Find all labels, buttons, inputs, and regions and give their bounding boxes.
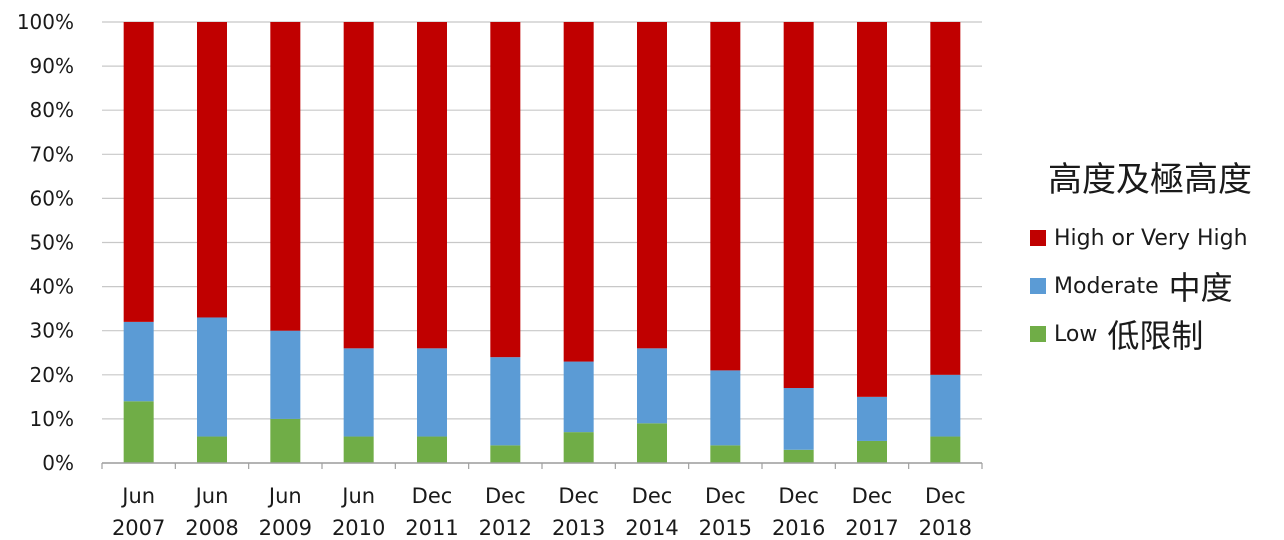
bar-high xyxy=(123,22,154,322)
legend-label-low-zh: 低限制 xyxy=(1107,317,1204,355)
x-tick-label: 2017 xyxy=(845,516,898,540)
stacked-bar-chart: 0% 10% 20% 30% 40% 50% 60% 70% 80% 90% 100% Jun 200… xyxy=(17,10,983,540)
bar-moderate xyxy=(490,357,521,446)
bar-high xyxy=(857,22,887,397)
bar-low xyxy=(270,418,301,463)
x-tick-label: Dec xyxy=(925,484,966,508)
bar-high xyxy=(930,22,961,375)
bar-moderate xyxy=(343,348,374,437)
x-tick-label: Dec xyxy=(852,484,893,508)
x-tick-label: 2012 xyxy=(479,516,532,540)
x-tick-label: Dec xyxy=(705,484,746,508)
y-tick-label: 100% xyxy=(17,10,74,34)
bar-low xyxy=(197,436,227,463)
bar-low xyxy=(783,449,814,463)
legend-title: 高度及極高度 xyxy=(1048,160,1252,200)
bars xyxy=(123,22,961,463)
y-tick-label: 30% xyxy=(30,319,74,343)
bar-moderate xyxy=(563,361,594,433)
bar-low xyxy=(857,440,887,463)
x-tick-label: 2007 xyxy=(112,516,165,540)
x-tick-label: Dec xyxy=(485,484,526,508)
x-tick-label: 2016 xyxy=(772,516,825,540)
x-tick-label: 2018 xyxy=(919,516,972,540)
bar-moderate xyxy=(197,317,227,437)
bar-high xyxy=(710,22,741,371)
x-tick-label: Jun xyxy=(194,484,229,508)
bar-high xyxy=(270,22,301,331)
x-tick-label: 2011 xyxy=(405,516,458,540)
y-tick-label: 70% xyxy=(30,142,74,166)
bar-low xyxy=(490,445,521,463)
bar-low xyxy=(930,436,961,463)
bar-moderate xyxy=(930,374,961,437)
legend-label-moderate: Moderate xyxy=(1054,273,1159,299)
legend: 高度及極高度 High or Very High Moderate 中度 Low… xyxy=(1030,160,1280,358)
x-tick-label: 2015 xyxy=(699,516,752,540)
y-tick-label: 80% xyxy=(30,98,74,122)
x-tick-label: 2008 xyxy=(185,516,238,540)
bar-low xyxy=(417,436,447,463)
legend-item-high: High or Very High xyxy=(1030,214,1280,262)
x-tick-label: Dec xyxy=(632,484,673,508)
bar-low xyxy=(563,432,594,463)
legend-item-moderate: Moderate 中度 xyxy=(1030,262,1280,310)
bar-moderate xyxy=(783,388,814,450)
bar-moderate xyxy=(857,396,887,441)
bar-low xyxy=(123,401,154,463)
x-tick-label: Jun xyxy=(120,484,155,508)
x-axis: Jun 2007 Jun 2008 Jun 2009 Jun 2010 Dec 2011 Dec 20… xyxy=(101,462,983,540)
x-tick-label: 2010 xyxy=(332,516,385,540)
legend-swatch-low xyxy=(1030,326,1046,342)
legend-label-high: High or Very High xyxy=(1054,225,1248,251)
gridlines xyxy=(102,21,982,464)
bar-moderate xyxy=(123,321,154,402)
y-tick-label: 90% xyxy=(30,54,74,78)
bar-high xyxy=(417,22,447,349)
bar-high xyxy=(783,22,814,389)
bar-high xyxy=(490,22,521,358)
bar-moderate xyxy=(270,330,301,419)
x-tick-label: 2013 xyxy=(552,516,605,540)
y-tick-label: 60% xyxy=(30,186,74,210)
y-tick-label: 0% xyxy=(42,451,74,475)
y-tick-label: 40% xyxy=(30,275,74,299)
legend-label-moderate-zh: 中度 xyxy=(1168,269,1233,307)
y-tick-label: 10% xyxy=(30,407,74,431)
x-tick-label: Dec xyxy=(558,484,599,508)
bar-moderate xyxy=(417,348,447,437)
legend-swatch-moderate xyxy=(1030,278,1046,294)
x-tick-label: Jun xyxy=(267,484,302,508)
bar-moderate xyxy=(710,370,741,446)
legend-item-low: Low 低限制 xyxy=(1030,310,1280,358)
bar-high xyxy=(197,22,227,318)
bar-low xyxy=(637,423,667,463)
bar-high xyxy=(637,22,667,349)
y-tick-label: 20% xyxy=(30,363,74,387)
bar-high xyxy=(563,22,594,362)
legend-swatch-high xyxy=(1030,230,1046,246)
legend-label-low: Low xyxy=(1054,321,1098,347)
bar-low xyxy=(710,445,741,463)
bar-high xyxy=(343,22,374,349)
x-tick-label: Dec xyxy=(778,484,819,508)
bar-low xyxy=(343,436,374,463)
x-tick-label: 2014 xyxy=(625,516,678,540)
x-tick-label: Dec xyxy=(412,484,453,508)
y-tick-label: 50% xyxy=(30,231,74,255)
y-axis: 0% 10% 20% 30% 40% 50% 60% 70% 80% 90% 100% xyxy=(17,10,74,475)
x-tick-label: Jun xyxy=(340,484,375,508)
bar-moderate xyxy=(637,348,667,424)
x-tick-label: 2009 xyxy=(259,516,312,540)
